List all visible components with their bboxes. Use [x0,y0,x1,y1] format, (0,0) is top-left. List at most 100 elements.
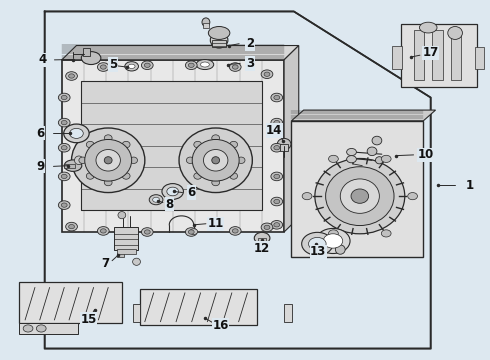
Ellipse shape [237,157,245,163]
Ellipse shape [128,64,135,68]
Ellipse shape [162,184,183,199]
Ellipse shape [79,157,87,163]
Ellipse shape [58,143,70,152]
Bar [62,60,284,232]
Polygon shape [292,110,436,121]
Ellipse shape [448,27,463,40]
Ellipse shape [190,229,197,234]
Bar [117,253,124,257]
Ellipse shape [277,138,291,150]
Ellipse shape [69,74,74,78]
Ellipse shape [64,160,82,171]
Ellipse shape [86,173,94,179]
Ellipse shape [212,179,220,186]
Ellipse shape [271,93,283,102]
Ellipse shape [271,197,283,206]
Ellipse shape [230,141,238,148]
Ellipse shape [274,174,280,179]
Ellipse shape [188,230,194,234]
Ellipse shape [326,167,394,226]
Ellipse shape [329,230,338,237]
Text: 12: 12 [254,242,270,255]
Text: 6: 6 [187,186,196,199]
Ellipse shape [335,245,345,254]
Ellipse shape [375,157,383,164]
Ellipse shape [274,199,280,204]
Ellipse shape [74,156,83,165]
Ellipse shape [309,237,326,250]
Ellipse shape [274,145,280,150]
Ellipse shape [196,59,214,69]
Bar [432,30,443,80]
Bar [284,304,292,321]
Polygon shape [62,45,299,60]
Ellipse shape [142,228,153,236]
Ellipse shape [118,212,126,219]
Ellipse shape [167,187,178,196]
Text: 15: 15 [80,312,97,326]
Ellipse shape [86,141,94,148]
Text: 3: 3 [246,57,254,70]
Ellipse shape [104,157,112,164]
Text: 4: 4 [38,53,47,66]
Text: 8: 8 [165,198,173,211]
Ellipse shape [200,62,209,67]
Ellipse shape [372,136,382,145]
Ellipse shape [315,158,405,234]
Polygon shape [284,45,299,232]
Ellipse shape [98,63,109,71]
Ellipse shape [36,325,46,332]
Text: 9: 9 [37,160,45,173]
Ellipse shape [264,225,270,229]
Bar [117,249,136,253]
Ellipse shape [98,226,109,235]
Ellipse shape [274,95,280,100]
Ellipse shape [149,195,163,205]
Bar [83,48,90,56]
Bar [414,30,424,80]
Ellipse shape [64,124,89,143]
Bar [64,163,75,168]
Ellipse shape [202,18,210,27]
Ellipse shape [254,232,270,244]
Ellipse shape [122,173,130,179]
Bar [140,289,257,325]
Text: 17: 17 [422,46,439,59]
Text: 5: 5 [109,58,117,71]
Ellipse shape [58,201,70,210]
Ellipse shape [351,189,368,203]
Ellipse shape [419,22,437,33]
Ellipse shape [212,157,220,164]
Text: 7: 7 [102,257,110,270]
Ellipse shape [142,61,153,69]
Ellipse shape [264,72,270,76]
Bar [451,30,462,80]
Ellipse shape [194,173,201,179]
Ellipse shape [302,193,312,200]
Ellipse shape [125,62,139,71]
Text: 2: 2 [246,37,254,50]
Ellipse shape [302,232,333,255]
Ellipse shape [133,258,141,265]
Ellipse shape [346,148,356,156]
Ellipse shape [210,32,228,48]
Ellipse shape [212,135,220,141]
Ellipse shape [329,155,338,162]
Ellipse shape [179,128,252,193]
Ellipse shape [194,141,201,148]
Text: 1: 1 [466,179,474,192]
Ellipse shape [203,149,228,171]
Ellipse shape [232,65,238,69]
Ellipse shape [381,230,391,237]
Bar [280,144,288,151]
Polygon shape [45,12,431,348]
Ellipse shape [381,155,391,162]
Ellipse shape [69,225,74,229]
Ellipse shape [232,229,238,233]
Ellipse shape [81,51,101,64]
Ellipse shape [229,63,241,71]
Ellipse shape [229,226,241,235]
Ellipse shape [188,63,194,67]
Ellipse shape [261,70,273,78]
Text: 6: 6 [37,127,45,140]
